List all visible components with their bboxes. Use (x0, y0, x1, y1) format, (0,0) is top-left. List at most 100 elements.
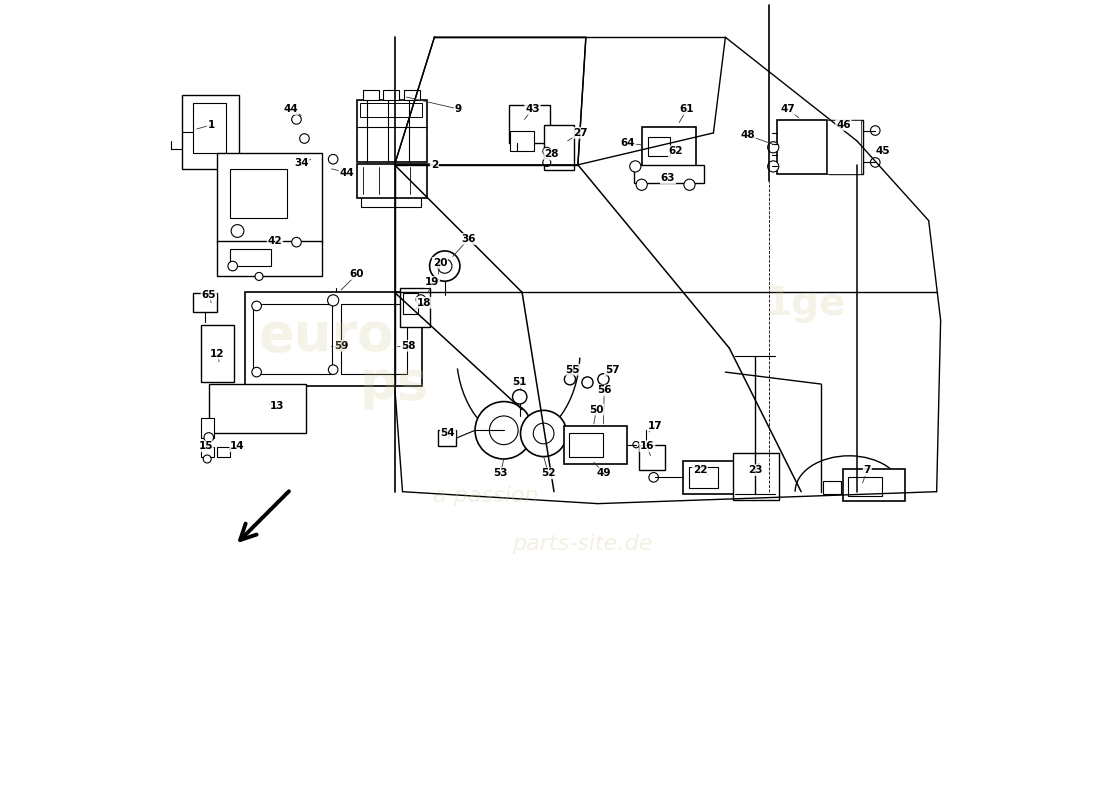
Bar (230, 249, 271, 266)
Bar (217, 153, 322, 242)
Text: euro: euro (260, 310, 395, 362)
Circle shape (768, 161, 779, 172)
Circle shape (513, 390, 527, 404)
Bar (192, 293, 217, 312)
Text: 61: 61 (680, 104, 694, 114)
Text: 52: 52 (541, 468, 556, 478)
Circle shape (534, 423, 554, 444)
Text: 50: 50 (588, 405, 604, 414)
Bar (827, 120, 861, 174)
Text: 60: 60 (350, 269, 364, 279)
Bar (404, 90, 420, 100)
Bar (564, 426, 627, 464)
Circle shape (328, 294, 339, 306)
Text: 47: 47 (780, 104, 795, 114)
Circle shape (542, 158, 551, 166)
Circle shape (204, 433, 213, 442)
Bar (439, 430, 455, 446)
Bar (245, 291, 422, 386)
Circle shape (299, 134, 309, 143)
Circle shape (329, 154, 338, 164)
Bar (848, 477, 881, 496)
Text: 1ge: 1ge (764, 286, 846, 323)
Bar (641, 126, 696, 166)
Bar (733, 454, 779, 500)
Circle shape (204, 455, 211, 463)
Circle shape (252, 301, 262, 310)
Bar (361, 102, 422, 117)
Text: 58: 58 (400, 341, 416, 350)
Bar (217, 447, 230, 458)
Text: 62: 62 (669, 146, 683, 156)
Circle shape (542, 147, 551, 155)
Text: 54: 54 (441, 429, 455, 438)
Circle shape (649, 473, 659, 482)
Circle shape (490, 416, 518, 445)
Circle shape (870, 126, 880, 135)
Text: 55: 55 (565, 365, 580, 374)
Text: 53: 53 (493, 468, 508, 478)
Circle shape (292, 114, 301, 124)
Circle shape (416, 294, 426, 304)
Text: 48: 48 (740, 130, 755, 140)
Bar (358, 100, 427, 162)
Text: 17: 17 (648, 421, 662, 430)
Circle shape (870, 158, 880, 167)
Circle shape (255, 273, 263, 281)
Bar (230, 169, 287, 218)
Text: 65: 65 (201, 290, 216, 300)
Text: 9: 9 (454, 104, 462, 114)
Bar (209, 384, 306, 434)
Circle shape (520, 410, 566, 457)
Bar (384, 90, 399, 100)
Bar (341, 304, 407, 374)
Circle shape (438, 259, 452, 274)
Circle shape (632, 442, 639, 448)
Bar (843, 470, 905, 502)
Text: 15: 15 (198, 442, 213, 451)
Circle shape (252, 367, 262, 377)
Circle shape (582, 377, 593, 388)
Circle shape (475, 402, 532, 459)
Text: 20: 20 (432, 258, 448, 268)
Bar (778, 120, 827, 174)
Bar (689, 467, 718, 489)
Text: a passion: a passion (433, 486, 539, 506)
Text: 2: 2 (431, 160, 438, 170)
Circle shape (768, 142, 779, 153)
Bar (543, 125, 574, 170)
Text: 49: 49 (597, 468, 612, 478)
Text: 27: 27 (573, 128, 587, 138)
Bar (201, 447, 213, 458)
Text: 34: 34 (294, 158, 309, 168)
Text: 59: 59 (334, 341, 349, 350)
Text: 36: 36 (461, 234, 476, 244)
Text: parts-site.de: parts-site.de (512, 534, 652, 554)
Circle shape (292, 238, 301, 247)
Text: 63: 63 (661, 174, 675, 183)
Text: 64: 64 (620, 138, 636, 148)
Bar (201, 325, 234, 382)
Text: 57: 57 (605, 365, 619, 374)
Bar (201, 418, 213, 438)
Text: 44: 44 (339, 168, 354, 178)
Bar (827, 120, 861, 174)
Text: 45: 45 (876, 146, 891, 156)
Bar (569, 434, 603, 458)
Text: 13: 13 (271, 402, 285, 411)
Bar (510, 131, 535, 151)
Bar (403, 293, 418, 314)
Text: 7: 7 (864, 465, 871, 475)
Circle shape (636, 179, 647, 190)
Circle shape (329, 365, 338, 374)
Text: 16: 16 (640, 442, 654, 451)
Circle shape (231, 225, 244, 238)
Text: 43: 43 (525, 104, 540, 114)
Circle shape (521, 137, 531, 146)
Bar (217, 242, 322, 277)
Text: 28: 28 (544, 150, 559, 159)
Bar (192, 103, 227, 153)
Circle shape (684, 179, 695, 190)
Text: 51: 51 (513, 378, 527, 387)
Bar (182, 95, 239, 169)
